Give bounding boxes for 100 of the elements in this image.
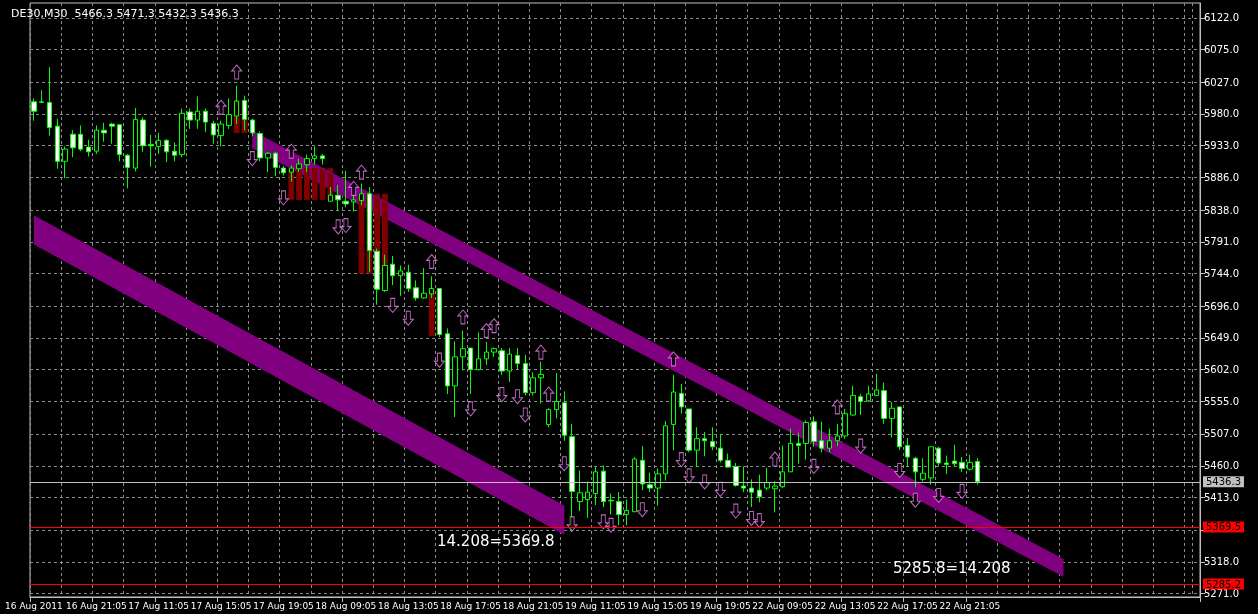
candlestick (640, 445, 645, 491)
y-tick-label: 5696.0 (1204, 300, 1239, 312)
point (231, 64, 243, 80)
annotation: 5285.8=14.208 (893, 558, 1011, 577)
x-tick-label: 22 Aug 17:05 (877, 600, 938, 611)
candlestick (796, 432, 801, 465)
x-tick-label: 17 Aug 15:05 (190, 600, 252, 611)
candlestick (148, 134, 154, 168)
candlestick (663, 420, 668, 482)
candlestick (117, 123, 122, 162)
candlestick (203, 108, 208, 133)
candlestick (101, 122, 107, 143)
candlestick (164, 138, 169, 163)
candlestick (811, 415, 817, 448)
y-tick-label: 5649.0 (1204, 332, 1239, 344)
y-tick-label: 5838.0 (1204, 204, 1239, 216)
point (402, 310, 414, 326)
x-tick-label: 22 Aug 09:05 (752, 600, 814, 611)
candlestick (593, 466, 598, 506)
y-tick-label: 5555.0 (1204, 395, 1239, 407)
y-tick-label: 5318.0 (1204, 556, 1239, 568)
candlestick (211, 120, 216, 145)
point (519, 407, 531, 423)
candlestick (842, 408, 848, 440)
candlestick (546, 407, 551, 428)
candlestick (764, 467, 770, 491)
candlestick (655, 467, 661, 507)
x-tick-label: 17 Aug 11:05 (128, 600, 190, 611)
candlestick (468, 347, 473, 395)
point (215, 99, 227, 115)
x-tick-label: 22 Aug 13:05 (814, 600, 876, 611)
candlestick (125, 153, 130, 189)
point (387, 297, 399, 313)
x-tick-label: 18 Aug 21:05 (502, 600, 564, 611)
bar (311, 168, 318, 200)
point (566, 516, 578, 532)
x-tick-label: 19 Aug 11:05 (565, 600, 626, 611)
point (246, 151, 258, 167)
point (340, 218, 352, 234)
point (535, 344, 547, 360)
candlestick (952, 444, 957, 467)
point (426, 253, 438, 269)
candlestick (835, 423, 840, 447)
candlestick (827, 428, 832, 453)
candlestick (398, 265, 403, 297)
point (636, 502, 648, 518)
candlestick (140, 116, 146, 153)
candlestick (741, 465, 746, 493)
candlestick (515, 347, 520, 370)
chart-title: DE30,M30 5466.3 5471.3 5432.3 5436.3 (11, 7, 239, 20)
y-tick-label: 5980.0 (1204, 108, 1239, 120)
x-tick-label: 16 Aug 2011 (5, 600, 63, 611)
candlestick (718, 433, 723, 463)
candlestick (413, 279, 419, 302)
point (543, 386, 555, 402)
candlestick (944, 455, 949, 475)
y-tick-label: 5933.0 (1204, 140, 1239, 152)
candlestick (725, 453, 731, 469)
candlestick (172, 141, 177, 162)
point (683, 468, 695, 484)
candlestick (858, 393, 863, 416)
candlestick (686, 408, 692, 453)
point (675, 452, 687, 468)
point (808, 458, 820, 474)
y-tick-label: 5271.0 (1204, 588, 1239, 600)
ref-line-label: 5369.5 (1206, 521, 1241, 533)
candlestick (133, 107, 138, 172)
x-tick-label: 18 Aug 17:05 (440, 600, 502, 611)
candlestick (179, 108, 185, 158)
candlestick (218, 120, 224, 147)
candlestick (975, 457, 980, 485)
candlestick (460, 329, 466, 371)
candlestick (733, 462, 739, 488)
candlestick (819, 421, 824, 453)
candlestick (585, 480, 590, 519)
candlestick (507, 347, 512, 383)
candlestick (624, 499, 629, 526)
candlestick (421, 267, 427, 300)
point (699, 474, 711, 490)
candlestick (671, 374, 676, 451)
candlestick (94, 124, 99, 155)
candlestick (749, 478, 754, 508)
candlestick (530, 371, 536, 396)
candlestick (335, 184, 341, 212)
point (894, 462, 906, 478)
point (909, 492, 921, 508)
point (488, 318, 500, 334)
point (348, 180, 360, 196)
point (831, 399, 843, 415)
y-tick-label: 5744.0 (1204, 268, 1239, 280)
candlestick (959, 456, 965, 473)
point (730, 503, 742, 519)
candlestick (569, 423, 575, 533)
bar (304, 168, 310, 200)
point (332, 219, 344, 235)
candlestick (445, 327, 450, 395)
x-tick-label: 17 Aug 19:05 (253, 600, 314, 611)
point (855, 438, 867, 454)
candlestick (257, 131, 263, 162)
point (496, 387, 508, 403)
